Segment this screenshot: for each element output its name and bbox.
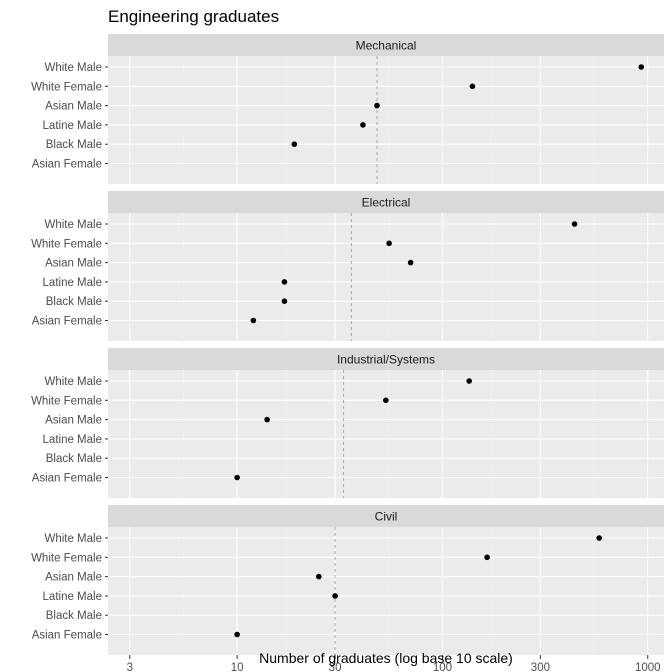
facet-strip xyxy=(108,505,664,527)
x-tick-label: 3 xyxy=(127,662,133,672)
facet-strip-label: Industrial/Systems xyxy=(337,353,435,367)
category-label: White Female xyxy=(31,395,102,407)
data-point xyxy=(281,298,288,305)
panel-background xyxy=(108,56,664,184)
panel-background xyxy=(108,370,664,498)
facet-panel: Civil White Male White Female Asian Male Lat… xyxy=(31,505,664,655)
data-point xyxy=(234,631,240,638)
chart-title: Engineering graduates xyxy=(108,7,279,26)
data-point xyxy=(374,102,380,109)
data-point xyxy=(264,416,270,423)
data-point xyxy=(407,259,414,266)
facet-strip xyxy=(108,348,664,370)
facet-strip xyxy=(108,34,664,56)
data-point xyxy=(571,221,578,227)
category-label: Latine Male xyxy=(43,277,102,289)
data-point xyxy=(484,554,490,561)
category-label: Asian Male xyxy=(45,415,102,427)
x-tick-label: 300 xyxy=(531,662,550,672)
data-point xyxy=(250,317,257,324)
x-tick-label: 30 xyxy=(329,662,342,672)
facet-strip-label: Mechanical xyxy=(356,39,417,53)
category-label: White Male xyxy=(44,62,102,74)
x-tick-label: 10 xyxy=(231,662,244,672)
category-label: White Female xyxy=(31,238,102,250)
data-point xyxy=(234,474,240,481)
facet-panels: Mechanical White Male White Female Asian Ma… xyxy=(31,34,664,655)
category-label: Black Male xyxy=(46,296,102,308)
data-point xyxy=(596,535,602,541)
category-label: White Male xyxy=(44,376,102,388)
data-point xyxy=(291,141,298,147)
category-label: Latine Male xyxy=(43,591,102,603)
category-label: Asian Male xyxy=(45,101,102,113)
category-label: Latine Male xyxy=(43,434,102,446)
facet-panel: Mechanical White Male White Female Asian Ma… xyxy=(31,34,664,184)
facet-strip xyxy=(108,191,664,213)
x-axis: 3 10 30 100 300 1000 xyxy=(127,655,661,672)
x-tick-label: 1000 xyxy=(635,662,661,672)
category-label: Asian Female xyxy=(32,159,102,171)
x-axis-title: Number of graduates (log base 10 scale) xyxy=(259,650,513,666)
facet-panel: Electrical White Male White Female Asian Ma… xyxy=(31,191,664,341)
data-point xyxy=(383,397,389,404)
data-point xyxy=(638,64,645,70)
data-point xyxy=(469,83,476,90)
category-label: Latine Male xyxy=(43,120,102,132)
data-point xyxy=(466,378,472,384)
data-point xyxy=(332,593,338,599)
data-point xyxy=(386,240,392,247)
facet-panel: Industrial/Systems White Male White Female… xyxy=(31,348,664,498)
category-label: Black Male xyxy=(46,610,102,622)
facet-strip-label: Electrical xyxy=(362,196,411,210)
category-label: White Male xyxy=(44,533,102,545)
data-point xyxy=(360,122,366,128)
x-tick-label: 100 xyxy=(433,662,452,672)
category-label: Asian Female xyxy=(32,630,102,642)
category-label: White Female xyxy=(31,552,102,564)
category-label: Asian Male xyxy=(45,572,102,584)
category-label: Black Male xyxy=(46,139,102,151)
category-label: Asian Male xyxy=(45,258,102,270)
facet-strip-label: Civil xyxy=(375,510,398,524)
data-point xyxy=(316,573,322,580)
panel-background xyxy=(108,213,664,341)
category-label: Asian Female xyxy=(32,316,102,328)
category-label: White Female xyxy=(31,81,102,93)
panel-background xyxy=(108,527,664,655)
data-point xyxy=(281,279,288,285)
category-label: Black Male xyxy=(46,453,102,465)
category-label: Asian Female xyxy=(32,473,102,485)
category-label: White Male xyxy=(44,219,102,231)
